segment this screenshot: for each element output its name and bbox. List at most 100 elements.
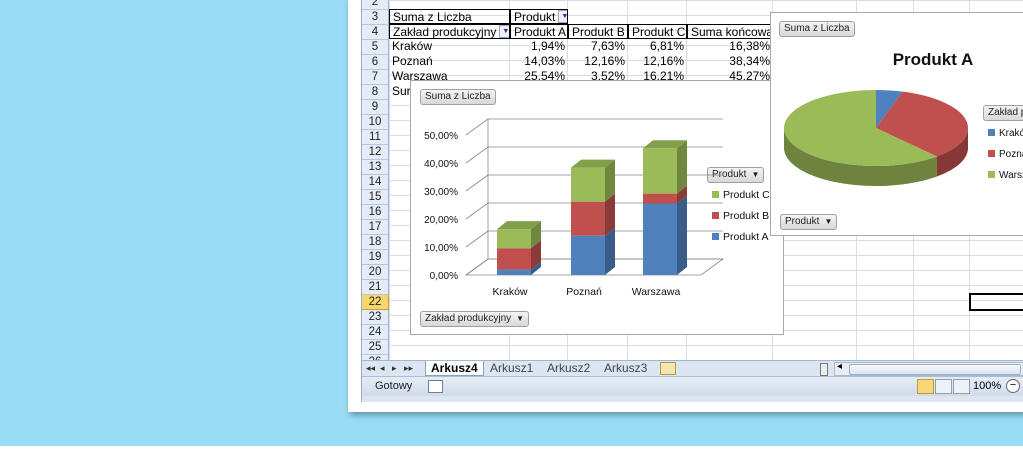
- row-header[interactable]: 3: [362, 10, 389, 25]
- tab-arkusz2[interactable]: Arkusz2: [547, 361, 591, 375]
- tab-nav-first[interactable]: ◂◂: [366, 363, 376, 373]
- row-header[interactable]: 2: [362, 0, 389, 10]
- row-header[interactable]: 23: [362, 310, 389, 325]
- pivot-col-header: Produkt A: [510, 24, 568, 39]
- normal-view-icon[interactable]: [917, 379, 934, 394]
- pie-legend-field-button[interactable]: Zakład p: [983, 105, 1023, 121]
- row-header[interactable]: 21: [362, 280, 389, 295]
- chart-legend-field-button[interactable]: Produkt ▼: [707, 167, 765, 183]
- pivot-value-cell: 12,16%: [643, 54, 684, 68]
- pivot-value-cell: 6,81%: [649, 39, 684, 53]
- pie-axis-field-button[interactable]: Produkt ▼: [780, 214, 838, 230]
- tab-arkusz1[interactable]: Arkusz1: [490, 361, 534, 375]
- status-bar: Gotowy 100% −: [362, 376, 1023, 396]
- x-category-label: Poznań: [566, 286, 602, 298]
- pivot-value-cell: 16,38%: [729, 39, 770, 53]
- zoom-level[interactable]: 100%: [973, 380, 1002, 392]
- row-header[interactable]: 19: [362, 250, 389, 265]
- pie-slice-side: [936, 128, 968, 177]
- tab-split-handle[interactable]: [820, 363, 828, 376]
- filter-dropdown-icon[interactable]: ▼: [558, 10, 567, 23]
- macro-record-icon[interactable]: [428, 380, 443, 393]
- selected-cell[interactable]: [969, 293, 1023, 311]
- pivot-value-cell: 12,16%: [584, 54, 625, 68]
- gridline-depth: [465, 230, 489, 248]
- chart-floor: [464, 258, 725, 276]
- pivot-value-cell: 45,27%: [729, 69, 770, 83]
- chart-axis-field-button[interactable]: Zakład produkcyjny ▼: [420, 311, 530, 327]
- bar-segment-front: [643, 193, 677, 204]
- stacked-bar-chart[interactable]: Suma z Liczba Produkt ▼ Zakład produkcyjn…: [410, 80, 784, 335]
- row-header[interactable]: 22: [362, 295, 389, 310]
- tab-nav-next[interactable]: ▸: [392, 363, 397, 373]
- row-header[interactable]: 4: [362, 25, 389, 40]
- row-header[interactable]: 14: [362, 175, 389, 190]
- y-tick-label: 10,00%: [424, 243, 458, 254]
- row-header[interactable]: 11: [362, 130, 389, 145]
- tab-nav-last[interactable]: ▸▸: [404, 363, 414, 373]
- bar-segment-side: [677, 185, 687, 204]
- pie-slice-side: [784, 128, 937, 186]
- insert-sheet-icon[interactable]: [660, 362, 676, 375]
- gridline-depth: [465, 202, 489, 220]
- pivot-value-cell: 16,21%: [643, 69, 684, 83]
- tab-arkusz4[interactable]: Arkusz4: [425, 361, 484, 376]
- pie-slice: [876, 91, 968, 157]
- row-header[interactable]: 15: [362, 190, 389, 205]
- row-header[interactable]: 25: [362, 340, 389, 355]
- pivot-row-label: Poznań: [392, 54, 433, 68]
- tab-arkusz3[interactable]: Arkusz3: [604, 361, 648, 375]
- row-header[interactable]: 7: [362, 70, 389, 85]
- pivot-row-field[interactable]: Zakład produkcyjny ▼: [389, 24, 510, 39]
- pivot-row-label: Kraków: [392, 39, 433, 53]
- row-header[interactable]: 10: [362, 115, 389, 130]
- row-header[interactable]: 17: [362, 220, 389, 235]
- row-header[interactable]: 8: [362, 85, 389, 100]
- pie-value-field-button[interactable]: Suma z Liczba: [779, 21, 855, 37]
- row-header[interactable]: 13: [362, 160, 389, 175]
- scroll-left-icon[interactable]: ◂: [837, 361, 843, 372]
- pivot-value-cell: 38,34%: [729, 54, 770, 68]
- row-header[interactable]: 12: [362, 145, 389, 160]
- sheet-tab-bar: ◂◂ ◂ ▸ ▸▸ Arkusz4 Arkusz1 Arkusz2 Arkusz…: [362, 360, 1023, 376]
- page-layout-view-icon[interactable]: [935, 379, 952, 394]
- background-band: [0, 446, 1023, 449]
- horizontal-scrollbar[interactable]: ◂: [834, 361, 1023, 376]
- row-header[interactable]: 6: [362, 55, 389, 70]
- row-header[interactable]: 9: [362, 100, 389, 115]
- bar-segment-front: [571, 235, 605, 275]
- bar-segment-front: [571, 201, 605, 236]
- row-header[interactable]: 16: [362, 205, 389, 220]
- pivot-col-field[interactable]: Produkt ▼: [510, 9, 568, 24]
- bar-segment-side: [531, 221, 541, 249]
- pivot-row-label: Warszawa: [392, 69, 448, 83]
- scrollbar-thumb[interactable]: [849, 364, 1021, 375]
- row-header[interactable]: 20: [362, 265, 389, 280]
- pivot-value-cell: 1,94%: [530, 39, 565, 53]
- pie-legend-swatch: [988, 171, 995, 178]
- row-header[interactable]: 24: [362, 325, 389, 340]
- pie-chart[interactable]: Suma z Liczba Zakład p Produkt ▼ Produkt …: [770, 12, 1023, 236]
- page-break-view-icon[interactable]: [953, 379, 970, 394]
- pie-legend-label: Pozna: [999, 149, 1023, 160]
- gridline-depth: [465, 118, 489, 136]
- bar-segment-side: [531, 240, 541, 270]
- bar-segment-side: [677, 140, 687, 194]
- row-header[interactable]: 18: [362, 235, 389, 250]
- pie-chart-plot: Produkt A Krakó Pozna Warsz: [784, 50, 1023, 186]
- chart-value-field-button[interactable]: Suma z Liczba: [420, 89, 496, 105]
- bar-chart-plot: 0,00% 10,00% 20,00% 30,00% 40,00% 50,00% Krakó…: [424, 118, 770, 298]
- gridline-depth: [465, 174, 489, 192]
- zoom-out-icon[interactable]: −: [1006, 379, 1020, 393]
- tab-nav-prev[interactable]: ◂: [380, 363, 385, 373]
- pie-legend-swatch: [988, 129, 995, 136]
- gridline-depth: [465, 258, 489, 276]
- legend-label: Produkt C: [723, 189, 770, 201]
- pie-legend-swatch: [988, 150, 995, 157]
- y-tick-label: 20,00%: [424, 215, 458, 226]
- pie-title: Produkt A: [893, 50, 974, 69]
- bar-segment-front: [497, 248, 531, 270]
- row-header[interactable]: 5: [362, 40, 389, 55]
- legend-label: Produkt B: [723, 210, 769, 222]
- filter-dropdown-icon[interactable]: ▼: [499, 25, 509, 38]
